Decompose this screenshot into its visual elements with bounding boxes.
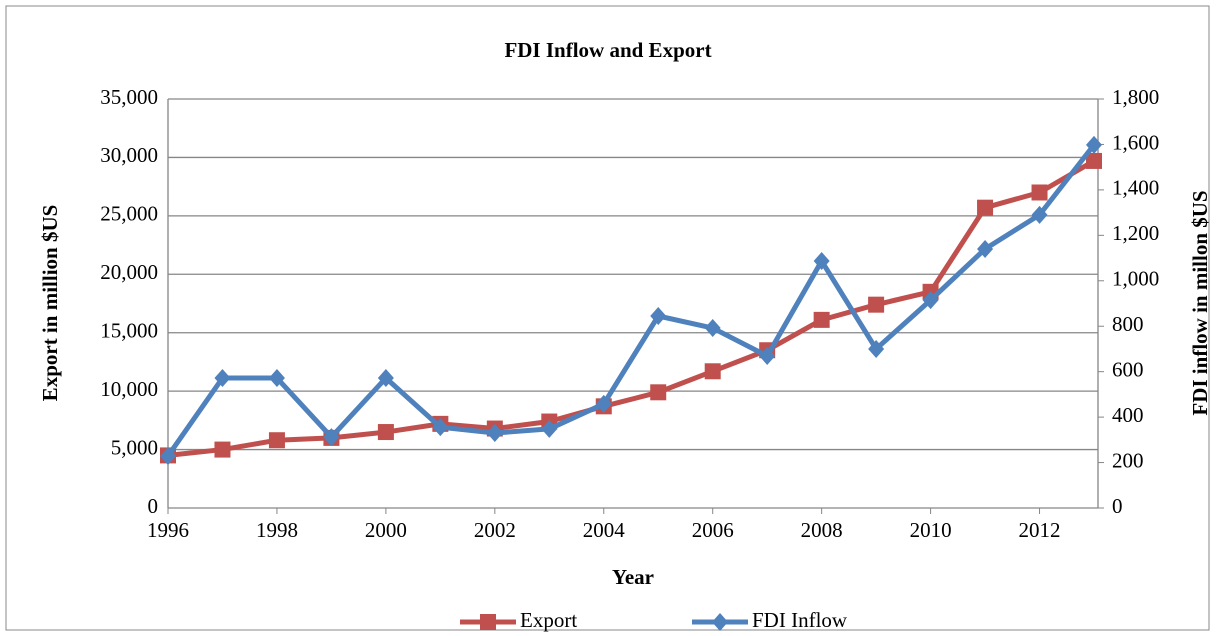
y2-tick-label: 1,200 xyxy=(1112,221,1159,245)
legend-marker xyxy=(712,613,728,631)
data-point xyxy=(650,306,667,325)
data-point xyxy=(868,339,885,358)
y2-tick-label: 1,400 xyxy=(1112,176,1159,200)
data-point xyxy=(323,428,340,447)
x-tick-label: 2010 xyxy=(910,518,952,542)
data-point xyxy=(377,424,394,441)
y2-tick-label: 400 xyxy=(1112,403,1144,427)
y-tick-label: 25,000 xyxy=(100,202,158,226)
data-point xyxy=(650,384,667,401)
data-point xyxy=(541,419,558,438)
y2-tick-label: 600 xyxy=(1112,357,1144,381)
data-point xyxy=(977,239,994,258)
y-tick-label: 5,000 xyxy=(111,435,158,459)
y-tick-label: 20,000 xyxy=(100,260,158,284)
chart-border xyxy=(5,5,1210,631)
data-point xyxy=(868,296,885,313)
x-tick-label: 1998 xyxy=(256,518,298,542)
x-tick-label: 2004 xyxy=(583,518,626,542)
data-point xyxy=(813,311,830,328)
y-axis-label: Export in million $US xyxy=(38,205,62,402)
x-tick-label: 1996 xyxy=(147,518,189,542)
data-point xyxy=(595,394,612,413)
legend-label: Export xyxy=(520,608,577,632)
data-point xyxy=(977,199,994,216)
data-point xyxy=(214,441,231,458)
data-point xyxy=(432,418,449,437)
data-point xyxy=(704,363,721,380)
data-point xyxy=(813,252,830,271)
data-point xyxy=(160,446,176,465)
data-point xyxy=(1031,184,1048,201)
y-tick-label: 35,000 xyxy=(100,85,158,109)
y2-tick-label: 0 xyxy=(1112,494,1123,518)
data-point xyxy=(759,346,776,365)
chart-title: FDI Inflow and Export xyxy=(504,38,711,62)
y2-axis-label: FDI inflow in millon $US xyxy=(1188,190,1212,415)
data-point xyxy=(1031,205,1048,224)
y2-tick-label: 1,600 xyxy=(1112,130,1159,154)
data-point xyxy=(704,319,721,338)
x-tick-label: 2002 xyxy=(474,518,516,542)
x-tick-label: 2006 xyxy=(692,518,734,542)
y-tick-label: 0 xyxy=(148,494,159,518)
data-point xyxy=(268,432,285,449)
data-point xyxy=(486,424,503,443)
x-axis-label: Year xyxy=(612,565,654,589)
legend-marker xyxy=(480,614,496,630)
series-line xyxy=(165,143,1096,458)
series-line xyxy=(167,158,1096,458)
x-tick-label: 2000 xyxy=(365,518,407,542)
x-tick-label: 2008 xyxy=(801,518,843,542)
data-point xyxy=(377,369,394,388)
data-point xyxy=(214,369,231,388)
data-point xyxy=(922,291,939,310)
y2-tick-label: 1,800 xyxy=(1112,85,1159,109)
legend-label: FDI Inflow xyxy=(752,608,848,632)
y-tick-label: 10,000 xyxy=(100,377,158,401)
data-point xyxy=(1086,135,1102,154)
data-point xyxy=(268,369,285,388)
y2-tick-label: 800 xyxy=(1112,312,1144,336)
y-tick-label: 30,000 xyxy=(100,143,158,167)
x-tick-label: 2012 xyxy=(1019,518,1061,542)
y-tick-label: 15,000 xyxy=(100,319,158,343)
data-point xyxy=(1086,152,1102,169)
y2-tick-label: 1,000 xyxy=(1112,267,1159,291)
y2-tick-label: 200 xyxy=(1112,448,1144,472)
